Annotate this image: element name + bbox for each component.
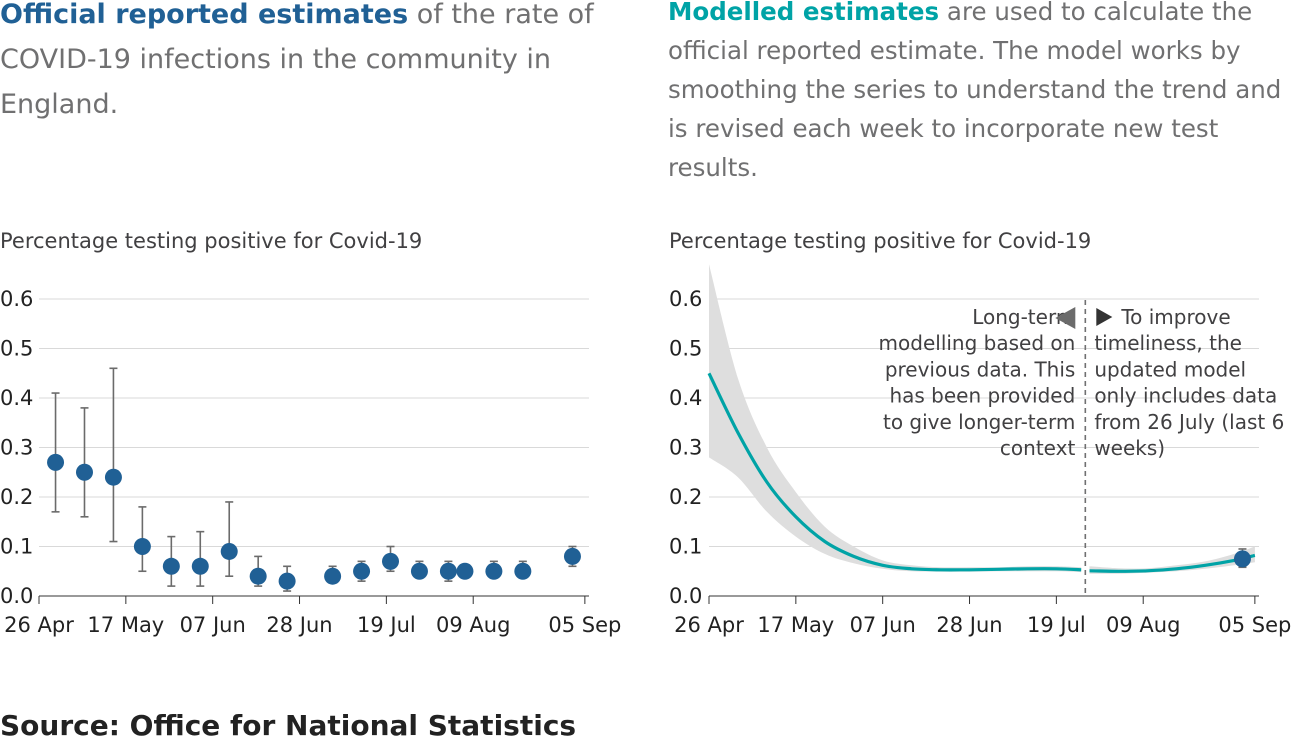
right-chart-y-axis-label: Percentage testing positive for Covid-19: [669, 229, 1092, 253]
modelled-confidence-band-updated: [1089, 546, 1255, 574]
official-estimate-point: [278, 572, 296, 590]
annotation-right-line: updated model: [1094, 357, 1246, 381]
right-y-tick-label: 0.6: [669, 287, 702, 311]
left-y-tick-label: 0.6: [0, 287, 33, 311]
intro-left-text: of the rate of COVID-19 infections in th…: [0, 0, 594, 120]
official-estimate-point: [47, 453, 65, 471]
annotation-right-line: timeliness, the: [1094, 331, 1242, 355]
left-arrow-icon: [1055, 307, 1076, 329]
official-estimate-point: [324, 567, 342, 585]
right-arrow-icon: [1096, 308, 1113, 326]
official-estimate-point: [220, 542, 238, 560]
official-estimate-point: [104, 468, 122, 486]
official-estimate-point: [563, 547, 581, 565]
left-x-tick-label: 05 Sep: [548, 613, 621, 637]
left-y-tick-label: 0.4: [0, 386, 33, 410]
official-estimate-point: [191, 557, 209, 575]
official-estimate-point: [75, 463, 93, 481]
intro-right-text: are used to calculate the official repor…: [668, 0, 1282, 182]
annotation-left-line: to give longer-term: [883, 410, 1075, 434]
right-x-tick-label: 26 Apr: [674, 613, 744, 637]
right-x-tick-label: 05 Sep: [1218, 613, 1291, 637]
official-estimate-point: [162, 557, 180, 575]
annotation-left-line: previous data. This: [885, 357, 1076, 381]
official-estimate-point: [485, 562, 503, 580]
annotation-left-line: has been provided: [889, 384, 1075, 408]
official-estimate-point: [456, 562, 474, 580]
source-note: Source: Office for National Statistics: [0, 709, 577, 742]
official-estimate-point: [514, 562, 532, 580]
left-x-tick-label: 19 Jul: [357, 613, 416, 637]
right-y-tick-label: 0.4: [669, 386, 702, 410]
right-x-tick-label: 19 Jul: [1027, 613, 1086, 637]
left-y-tick-label: 0.1: [0, 535, 33, 559]
official-estimate-point: [439, 562, 457, 580]
official-estimate-point: [249, 567, 267, 585]
left-x-tick-label: 07 Jun: [180, 613, 246, 637]
intro-left-highlight: Official reported estimates: [0, 0, 409, 30]
official-estimate-point: [353, 562, 371, 580]
right-y-tick-label: 0.2: [669, 485, 702, 509]
official-estimates-chart: 0.0 0.1 0.2 0.3 0.4 0.5 0.6 26 Apr 17 May 07 Jun 2…: [0, 287, 621, 637]
left-x-tick-label: 28 Jun: [266, 613, 332, 637]
intro-right: Modelled estimates are used to calculate…: [668, 0, 1302, 187]
modelled-line-long-term: [707, 372, 1082, 572]
official-estimate-point: [382, 552, 400, 570]
left-x-tick-label: 17 May: [87, 613, 164, 637]
left-y-tick-label: 0.3: [0, 436, 33, 460]
official-estimate-point: [133, 538, 151, 555]
left-x-tick-label: 09 Aug: [436, 613, 510, 637]
annotation-right-line: only includes data: [1094, 384, 1277, 408]
left-x-tick-label: 26 Apr: [4, 613, 74, 637]
annotation-right-line: from 26 July (last 6: [1094, 410, 1284, 434]
left-y-tick-label: 0.0: [0, 584, 33, 608]
annotation-left-line: context: [1000, 436, 1076, 460]
modelled-estimates-chart: 0.0 0.1 0.2 0.3 0.4 0.5 0.6 26 Apr 17 May 07 Jun 2…: [669, 264, 1291, 637]
right-x-tick-label: 09 Aug: [1106, 613, 1180, 637]
right-y-tick-label: 0.3: [669, 436, 702, 460]
left-y-tick-label: 0.2: [0, 485, 33, 509]
annotation-right-line: To improve: [1120, 305, 1230, 329]
right-x-tick-label: 28 Jun: [936, 613, 1002, 637]
annotation-left-line: modelling based on: [879, 331, 1076, 355]
left-y-tick-label: 0.5: [0, 337, 33, 361]
intro-left: Official reported estimates of the rate …: [0, 0, 640, 127]
right-x-tick-label: 07 Jun: [850, 613, 916, 637]
left-chart-y-axis-label: Percentage testing positive for Covid-19: [0, 229, 423, 253]
right-y-tick-label: 0.0: [669, 584, 702, 608]
right-y-tick-label: 0.5: [669, 337, 702, 361]
latest-official-estimate-point: [1233, 550, 1251, 568]
intro-right-highlight: Modelled estimates: [668, 0, 940, 26]
right-x-tick-label: 17 May: [757, 613, 834, 637]
official-estimate-point: [410, 562, 428, 580]
annotation-right-line: weeks): [1094, 436, 1165, 460]
right-y-tick-label: 0.1: [669, 535, 702, 559]
